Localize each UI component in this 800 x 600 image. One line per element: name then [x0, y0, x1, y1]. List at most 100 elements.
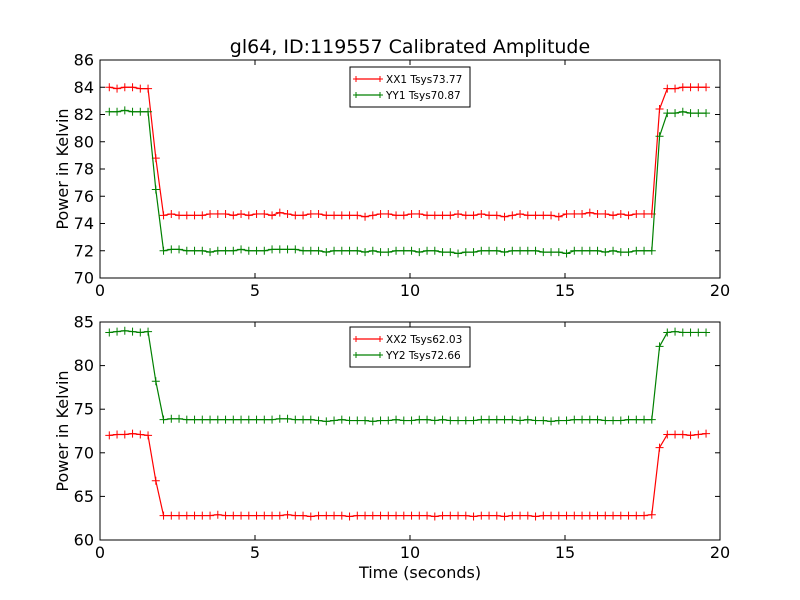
legend-label: XX2 Tsys62.03 [386, 334, 462, 346]
data-point-marker [159, 246, 168, 255]
data-point-marker [647, 246, 656, 255]
data-point-marker [399, 416, 408, 425]
data-point-marker [252, 511, 261, 520]
data-point-marker [446, 511, 455, 520]
data-point-marker [616, 209, 625, 218]
data-point-marker [299, 211, 308, 220]
data-point-marker [306, 209, 315, 218]
data-point-marker [593, 246, 602, 255]
legend: XX2 Tsys62.03 YY2 Tsys72.66 [349, 326, 471, 368]
data-point-marker [275, 414, 284, 423]
data-point-marker [678, 328, 687, 337]
data-point-marker [244, 211, 253, 220]
data-point-marker [562, 249, 571, 258]
data-point-marker [678, 83, 687, 92]
data-point-marker [531, 246, 540, 255]
data-point-marker [485, 511, 494, 520]
data-point-marker [485, 211, 494, 220]
data-point-marker [206, 209, 215, 218]
data-point-marker [508, 511, 517, 520]
data-point-marker [531, 211, 540, 220]
data-point-marker [554, 212, 563, 221]
data-point-marker [461, 211, 470, 220]
data-point-marker [120, 326, 129, 335]
data-point-marker [314, 511, 323, 520]
data-point-marker [175, 511, 184, 520]
data-point-marker [640, 415, 649, 424]
data-point-marker [578, 246, 587, 255]
x-tick-label: 0 [95, 281, 105, 300]
data-point-marker [252, 209, 261, 218]
data-point-marker [655, 132, 664, 141]
data-point-marker [206, 248, 215, 257]
data-point-marker [198, 246, 207, 255]
data-point-marker [663, 328, 672, 337]
data-point-marker [686, 328, 695, 337]
data-point-marker [407, 511, 416, 520]
data-point-marker [144, 107, 153, 116]
data-point-marker [337, 211, 346, 220]
series-line [109, 109, 707, 255]
data-point-marker [461, 416, 470, 425]
data-point-marker [252, 246, 261, 255]
data-point-marker [144, 431, 153, 440]
data-point-marker [516, 246, 525, 255]
data-point-marker [523, 511, 532, 520]
data-point-marker [175, 211, 184, 220]
data-point-marker [508, 211, 517, 220]
data-point-marker [190, 211, 199, 220]
data-point-marker [105, 328, 114, 337]
data-point-marker [647, 510, 656, 519]
data-point-marker [438, 248, 447, 257]
data-point-marker [539, 248, 548, 257]
series-1-1 [105, 83, 711, 221]
data-point-marker [368, 246, 377, 255]
data-point-marker [322, 211, 331, 220]
data-point-marker [353, 246, 362, 255]
plot-panel-2: 0 5 10 15 20 60 65 70 75 80 85 Power in Kelvin Time … [53, 313, 730, 583]
data-point-marker [438, 511, 447, 520]
data-point-marker [632, 511, 641, 520]
legend-marker [353, 352, 383, 358]
data-point-marker [167, 245, 176, 254]
data-point-marker [469, 416, 478, 425]
data-point-marker [461, 511, 470, 520]
data-point-marker [322, 511, 331, 520]
data-point-marker [423, 415, 432, 424]
data-point-marker [167, 414, 176, 423]
y-tick-label: 74 [74, 214, 94, 233]
data-point-marker [198, 415, 207, 424]
data-point-marker [345, 246, 354, 255]
data-point-marker [291, 211, 300, 220]
data-point-marker [430, 211, 439, 220]
data-point-marker [702, 109, 711, 118]
data-point-marker [120, 106, 129, 115]
legend-marker [353, 76, 383, 82]
data-point-marker [702, 429, 711, 438]
data-point-marker [624, 511, 633, 520]
data-point-marker [430, 416, 439, 425]
data-point-marker [562, 416, 571, 425]
x-tick-label: 15 [555, 281, 575, 300]
data-point-marker [609, 246, 618, 255]
data-point-marker [694, 109, 703, 118]
data-point-marker [516, 209, 525, 218]
data-point-marker [570, 511, 579, 520]
data-point-marker [469, 248, 478, 257]
data-point-marker [151, 476, 160, 485]
data-point-marker [492, 211, 501, 220]
data-point-marker [678, 107, 687, 116]
x-tick-label: 20 [710, 281, 730, 300]
series-line [109, 433, 707, 518]
y-tick-label: 70 [74, 269, 94, 288]
data-point-marker [229, 246, 238, 255]
data-point-marker [686, 83, 695, 92]
data-point-marker [423, 511, 432, 520]
data-point-marker [446, 416, 455, 425]
data-point-marker [562, 209, 571, 218]
data-point-marker [229, 211, 238, 220]
data-point-marker [392, 511, 401, 520]
data-point-marker [213, 510, 222, 519]
data-point-marker [361, 416, 370, 425]
data-point-marker [601, 511, 610, 520]
